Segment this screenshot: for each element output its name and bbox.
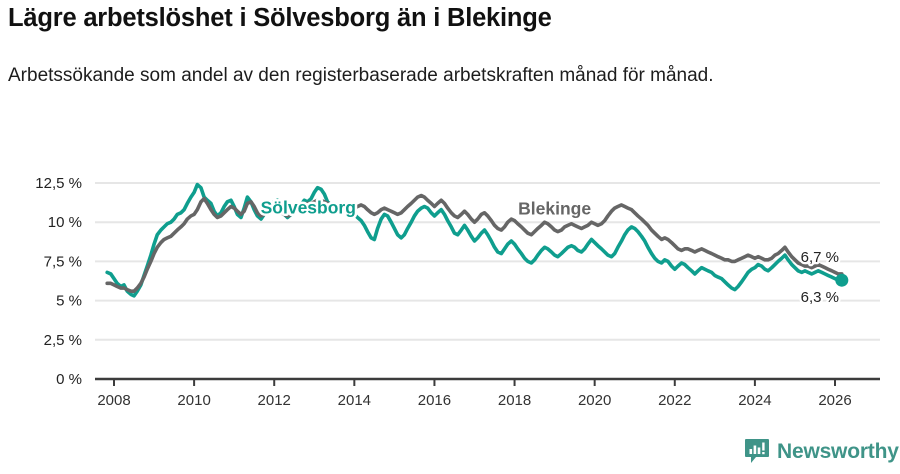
value-label-halo: 6,3 % <box>801 289 839 306</box>
x-tick-label: 2014 <box>338 392 371 409</box>
value-label-halo: 6,7 % <box>801 249 839 266</box>
y-axis-labels: 0 % 2,5 % 5 % 7,5 % 10 % 12,5 % <box>35 175 82 388</box>
series-label-halo: Sölvesborg <box>261 198 356 218</box>
series-label-blekinge: Blekinge <box>518 198 591 218</box>
y-tick-label: 5 % <box>56 293 82 310</box>
x-tick-label: 2012 <box>258 392 291 409</box>
series-value-labels: 6,7 %6,7 %6,3 %6,3 % <box>798 247 841 309</box>
brand-name: Newsworthy <box>777 440 899 463</box>
x-tick-label: 2022 <box>658 392 691 409</box>
y-tick-label: 0 % <box>56 371 82 388</box>
bar-chart-speech-bubble-icon <box>745 439 769 463</box>
x-tick-label: 2026 <box>818 392 851 409</box>
page-subtitle: Arbetssökande som andel av den registerb… <box>8 65 714 86</box>
x-tick-label: 2020 <box>578 392 611 409</box>
series-line-s-lvesborg <box>105 182 844 298</box>
series-line-blekinge <box>105 193 844 293</box>
page-title: Lägre arbetslöshet i Sölvesborg än i Ble… <box>8 4 552 32</box>
y-tick-label: 10 % <box>48 214 82 231</box>
newsworthy-logo[interactable]: Newsworthy <box>744 438 899 466</box>
x-tick-label: 2024 <box>738 392 771 409</box>
x-tick-label: 2016 <box>418 392 451 409</box>
value-label-s-lvesborg: 6,3 % <box>801 289 839 306</box>
series-lines <box>105 182 844 298</box>
y-tick-label: 12,5 % <box>35 175 82 192</box>
y-tick-label: 2,5 % <box>44 332 82 349</box>
x-axis-labels: 2008 2010 2012 2014 2016 2018 2020 2022 2024 2026 <box>97 392 851 409</box>
x-tick-label: 2010 <box>177 392 210 409</box>
end-marker-s-lvesborg <box>835 273 849 287</box>
series-label-halo: Blekinge <box>518 198 591 218</box>
series-label-s-lvesborg: Sölvesborg <box>261 198 356 218</box>
y-tick-label: 7,5 % <box>44 253 82 270</box>
gridlines <box>95 182 880 341</box>
series-end-markers <box>835 273 849 287</box>
value-label-blekinge: 6,7 % <box>801 249 839 266</box>
x-axis <box>95 377 880 386</box>
x-tick-label: 2018 <box>498 392 531 409</box>
x-tick-label: 2008 <box>97 392 130 409</box>
